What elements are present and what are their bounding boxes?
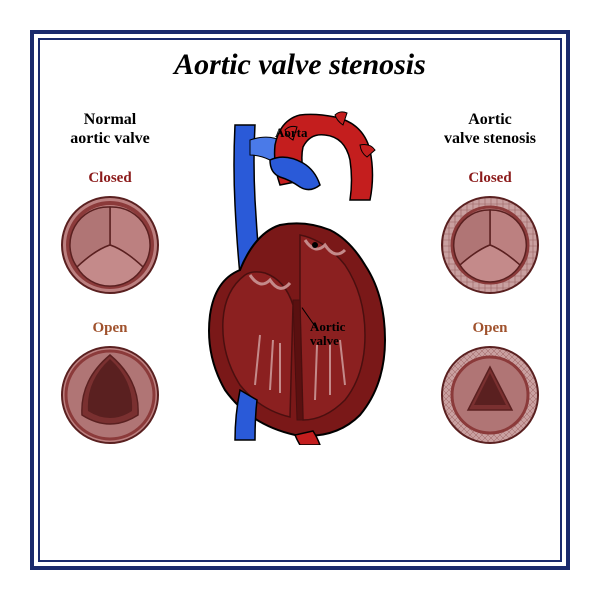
right-column-title: Aorticvalve stenosis [435, 110, 545, 148]
annotation-aortic-valve: Aorticvalve [310, 320, 345, 349]
annotation-aorta: Aorta [275, 125, 308, 141]
left-column-title: Normalaortic valve [55, 110, 165, 148]
stenosis-valve-open [440, 345, 540, 445]
normal-valve-open [60, 345, 160, 445]
main-title: Aortic valve stenosis [0, 48, 600, 82]
heart-diagram [185, 105, 415, 445]
right-open-label: Open [440, 320, 540, 337]
stenosis-valve-closed [440, 195, 540, 295]
right-closed-label: Closed [440, 170, 540, 187]
left-open-label: Open [60, 320, 160, 337]
normal-valve-closed [60, 195, 160, 295]
left-closed-label: Closed [60, 170, 160, 187]
